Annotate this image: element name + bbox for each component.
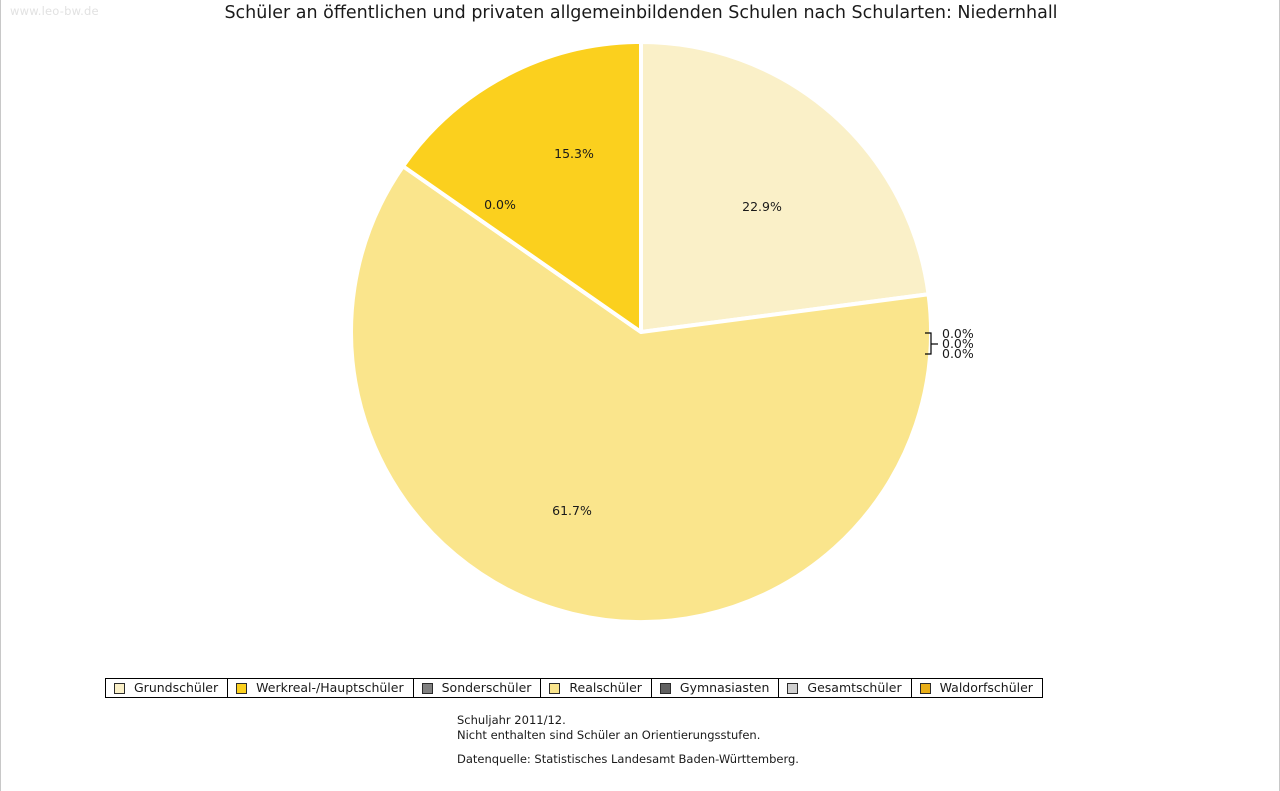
legend-item[interactable]: Gesamtschüler — [778, 679, 910, 697]
legend-item-label: Werkreal-/Hauptschüler — [256, 679, 404, 695]
legend-swatch-icon — [787, 682, 799, 694]
callout-label-2: 0.0% — [942, 336, 974, 351]
legend-swatch-icon — [421, 682, 433, 694]
legend-item[interactable]: Gymnasiasten — [650, 679, 779, 697]
legend-swatch-icon — [236, 682, 248, 694]
footnote-datenquelle: Datenquelle: Statistisches Landesamt Bad… — [457, 752, 799, 766]
slice-label-zero-left: 0.0% — [484, 197, 516, 212]
legend-item-label: Gesamtschüler — [807, 679, 902, 695]
pie-slice[interactable] — [639, 40, 931, 334]
watermark-text: www.leo-bw.de — [10, 4, 99, 18]
chart-legend: Grundschüler Werkreal-/Hauptschüler Sonder… — [105, 678, 1043, 698]
pie-slice[interactable] — [349, 164, 933, 624]
legend-item-label: Waldorfschüler — [939, 679, 1033, 695]
pie-chart-svg: 22.9% 15.3% 0.0% 61.7% 0.0% 0.0% 0.0% — [349, 40, 974, 624]
legend-swatch-icon — [659, 682, 671, 694]
legend-item-label: Sonderschüler — [441, 679, 532, 695]
slice-label-werkreal: 15.3% — [554, 146, 594, 161]
pie-labels-group: 22.9% 15.3% 0.0% 61.7% 0.0% 0.0% 0.0% — [484, 146, 974, 518]
legend-item[interactable]: Sonderschüler — [412, 679, 541, 697]
legend-item[interactable]: Realschüler — [540, 679, 650, 697]
callout-label-1: 0.0% — [942, 326, 974, 341]
pie-slices-group — [349, 40, 933, 624]
footnote-schuljahr: Schuljahr 2011/12. — [457, 713, 566, 727]
pie-chart-area: 22.9% 15.3% 0.0% 61.7% 0.0% 0.0% 0.0% — [1, 0, 1280, 680]
pie-slice[interactable] — [401, 40, 644, 334]
page-title: Schüler an öffentlichen und privaten all… — [224, 3, 1058, 23]
legend-item-label: Realschüler — [569, 679, 642, 695]
slice-label-realschueler: 61.7% — [552, 503, 592, 518]
legend-item-label: Grundschüler — [134, 679, 219, 695]
legend-item[interactable]: Waldorfschüler — [910, 679, 1042, 697]
slice-label-grundschueler: 22.9% — [742, 199, 782, 214]
legend-swatch-icon — [919, 682, 931, 694]
callout-label-3: 0.0% — [942, 346, 974, 361]
legend-swatch-icon — [114, 682, 125, 694]
footnote-orientierungsstufen: Nicht enthalten sind Schüler an Orientie… — [457, 727, 761, 742]
legend-item[interactable]: Werkreal-/Hauptschüler — [227, 679, 412, 697]
legend-swatch-icon — [549, 682, 561, 694]
legend-item-label: Gymnasiasten — [679, 679, 770, 695]
pie-callouts-group — [925, 332, 938, 355]
chart-footnotes: Schuljahr 2011/12. Nicht enthalten sind … — [457, 713, 799, 767]
legend-item[interactable]: Grundschüler — [106, 679, 227, 697]
footnote-spacer — [457, 742, 799, 752]
